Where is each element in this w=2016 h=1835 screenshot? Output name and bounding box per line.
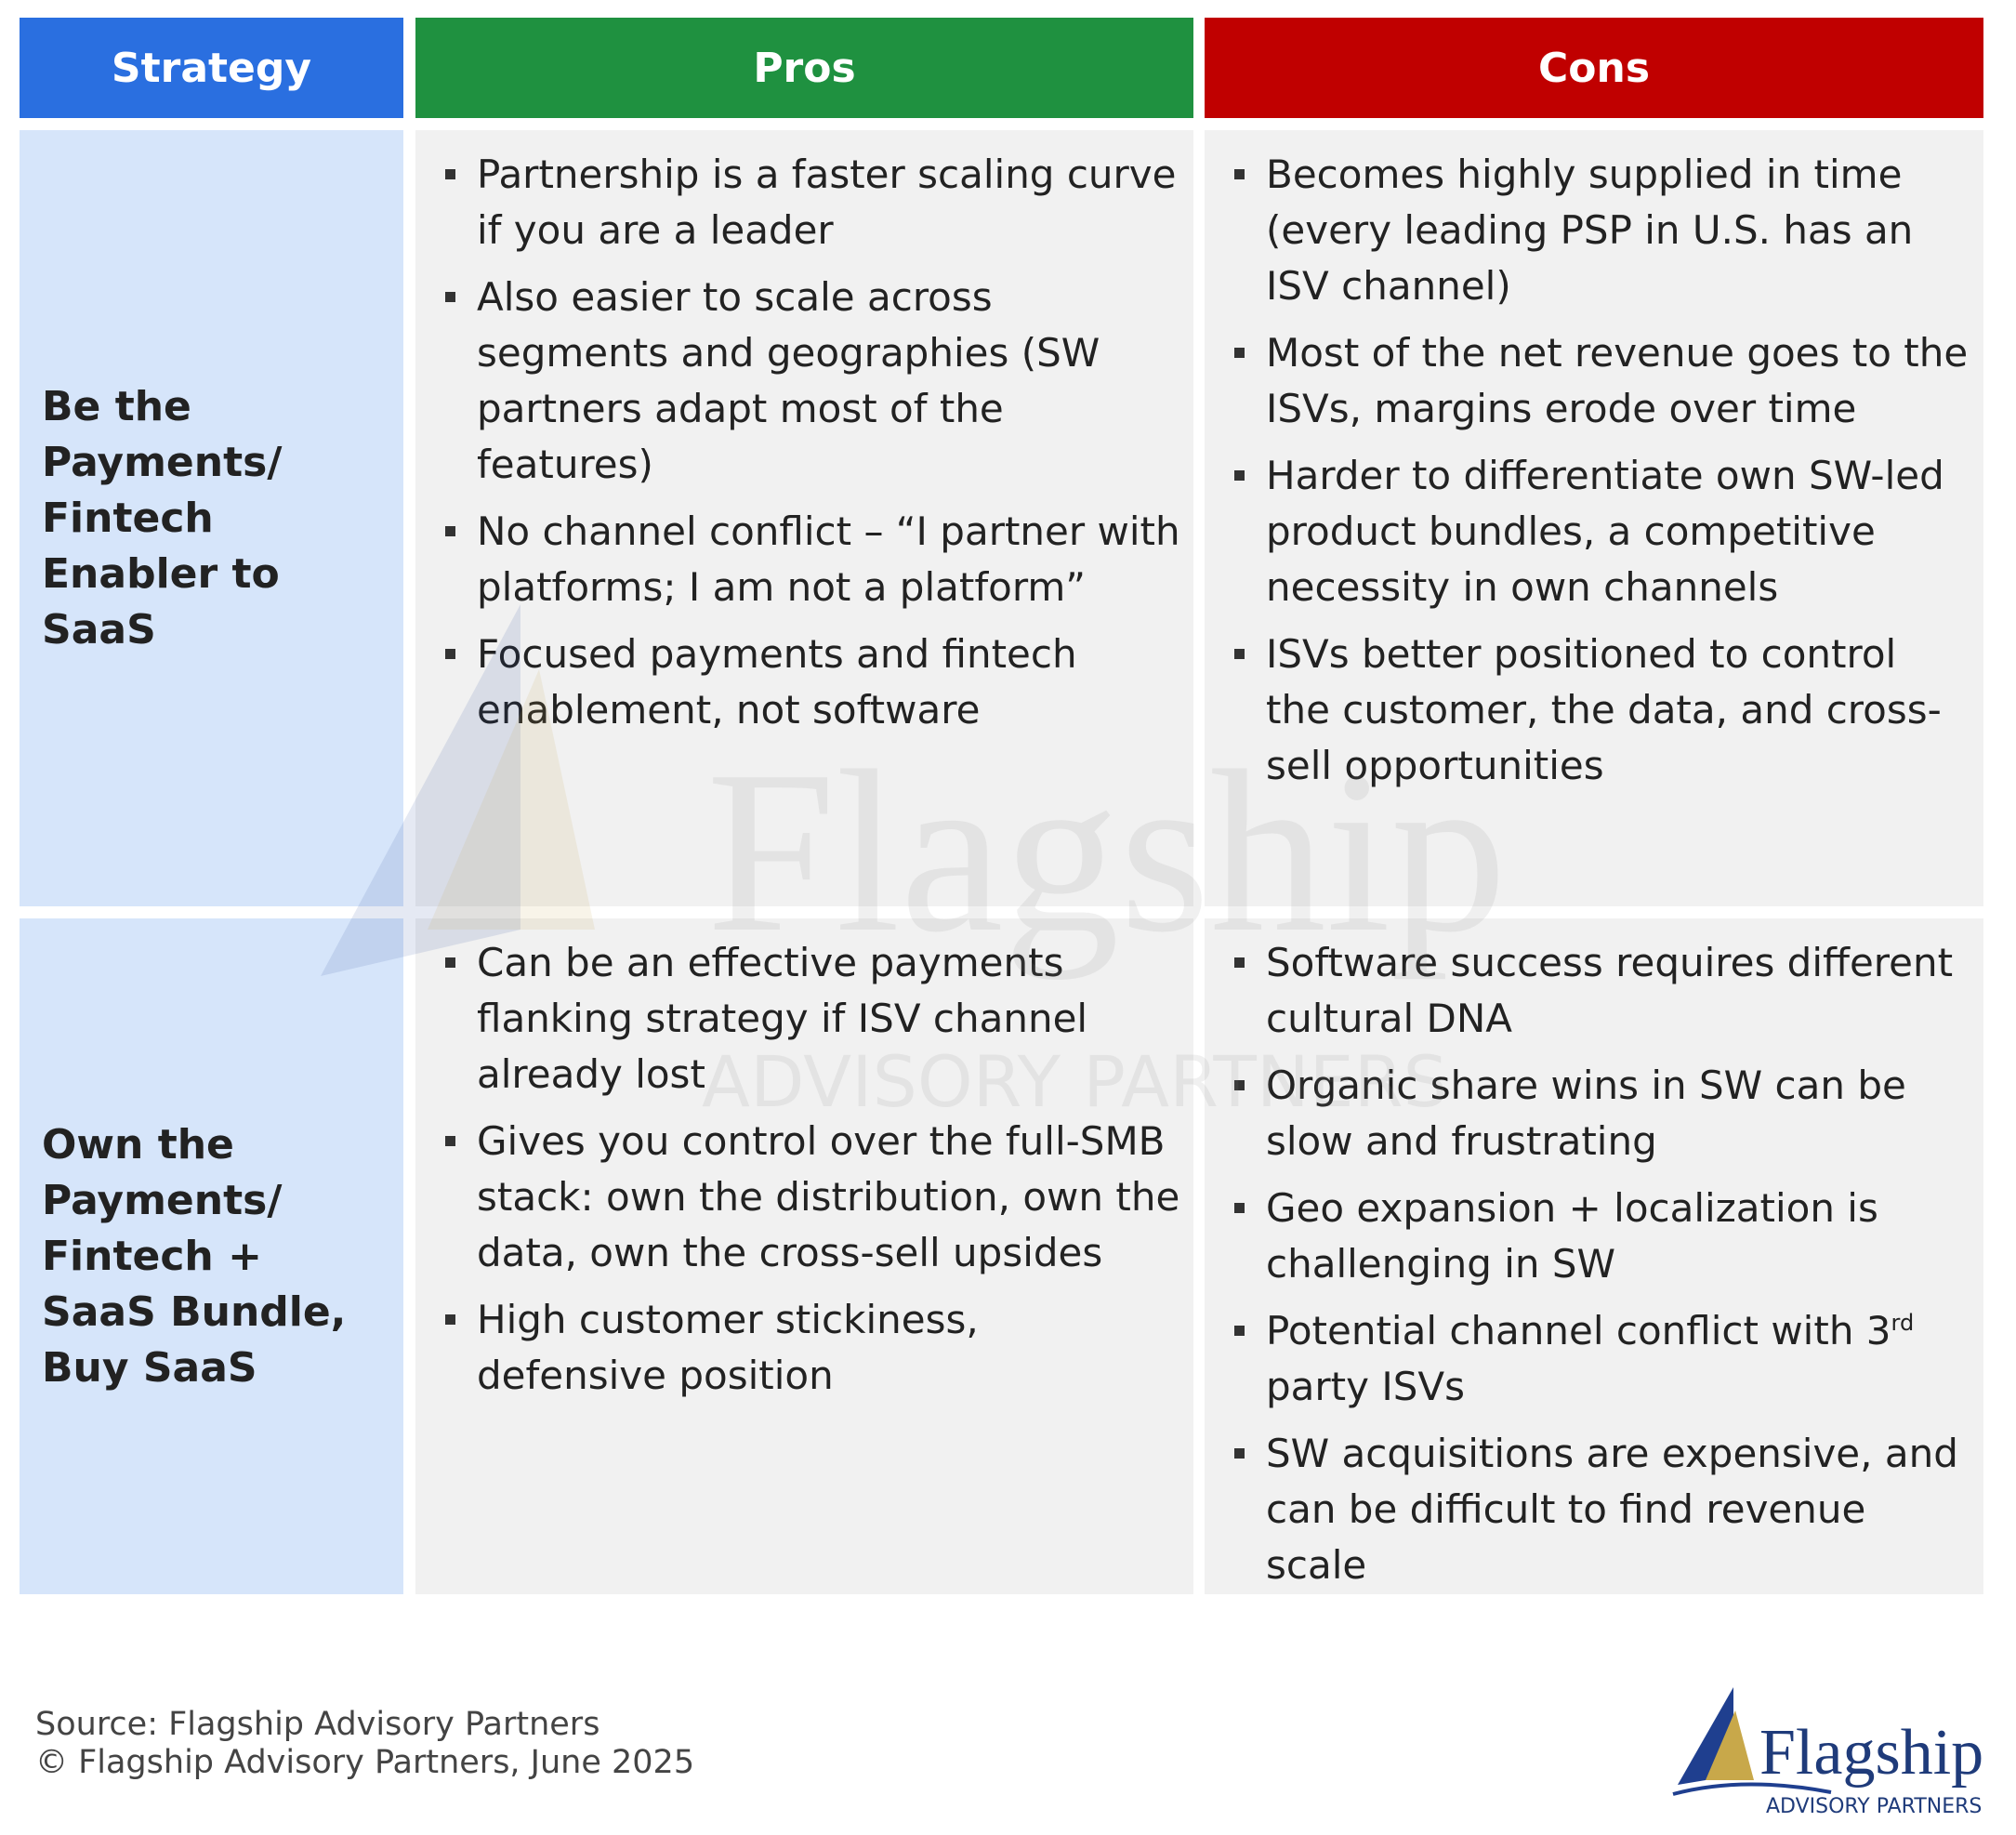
bullet-item: Software success requires different cult… [1234, 935, 1970, 1047]
strategy-text: Be the Payments/ Fintech Enabler to SaaS [42, 382, 283, 653]
logo-name: Flagship [1759, 1717, 1983, 1789]
bullet-item: Most of the net revenue goes to the ISVs… [1234, 325, 1970, 437]
bullet-item: Harder to differentiate own SW-led produ… [1234, 448, 1970, 615]
item-text: party ISVs [1266, 1364, 1465, 1409]
header-pros: Pros [415, 18, 1193, 118]
cons-cell: Becomes highly supplied in time (every l… [1205, 130, 1983, 906]
bullet-item: High customer stickiness, defensive posi… [445, 1292, 1180, 1404]
bullet-item: SW acquisitions are expensive, and can b… [1234, 1426, 1970, 1593]
header-cons: Cons [1205, 18, 1983, 118]
bullet-item: No channel conflict – “I partner with pl… [445, 504, 1180, 615]
bullet-item: Organic share wins in SW can be slow and… [1234, 1058, 1970, 1169]
strategy-cell: Be the Payments/ Fintech Enabler to SaaS [20, 130, 403, 906]
superscript: rd [1891, 1310, 1915, 1336]
logo-wave [1672, 1782, 1832, 1796]
source: Source: Flagship Advisory Partners [35, 1706, 600, 1743]
bullet-item: Also easier to scale across segments and… [445, 270, 1180, 493]
strategy-text: Own the Payments/ Fintech + SaaS Bundle,… [42, 1120, 347, 1392]
bullet-item: Partnership is a faster scaling curve if… [445, 147, 1180, 258]
bullet-item: Becomes highly supplied in time (every l… [1234, 147, 1970, 314]
pros-cell: Can be an effective payments flanking st… [415, 918, 1193, 1594]
cons-cell: Software success requires different cult… [1205, 918, 1983, 1594]
strategy-cell: Own the Payments/ Fintech + SaaS Bundle,… [20, 918, 403, 1594]
bullet-item: Gives you control over the full-SMB stac… [445, 1114, 1180, 1281]
bullet-item: Can be an effective payments flanking st… [445, 935, 1180, 1102]
copyright: © Flagship Advisory Partners, June 2025 [35, 1744, 695, 1781]
item-text: Potential channel conflict with 3 [1266, 1308, 1891, 1353]
bullet-item: Potential channel conflict with 3rd part… [1234, 1303, 1970, 1415]
bullet-item: Geo expansion + localization is challeng… [1234, 1181, 1970, 1292]
header-strategy: Strategy [20, 18, 403, 118]
logo-sail [1706, 1710, 1754, 1780]
logo-tagline: ADVISORY PARTNERS [1766, 1795, 1982, 1818]
pros-cell: Partnership is a faster scaling curve if… [415, 130, 1193, 906]
logo: Flagship ADVISORY PARTNERS [1672, 1687, 1983, 1818]
bullet-item: Focused payments and fintech enablement,… [445, 627, 1180, 738]
bullet-item: ISVs better positioned to control the cu… [1234, 627, 1970, 794]
